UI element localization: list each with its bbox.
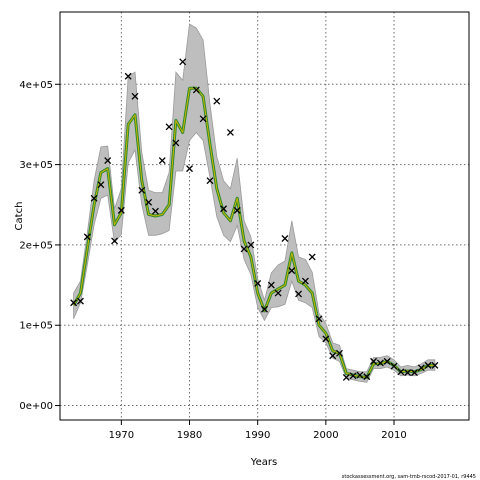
confidence-band-area [73,23,436,383]
observed-point-2002 [336,349,343,357]
observed-point-1966 [90,194,98,202]
estimate-line-group [72,86,435,379]
estimate-line-highlight [73,87,435,378]
observed-point-1973 [138,186,146,194]
x-tick-label-1970: 1970 [109,430,134,441]
observed-point-2012 [404,369,412,377]
observed-point-2009 [383,357,391,365]
y-tick-label-100000: 1e+05 [19,321,53,332]
x-tick-label-1990: 1990 [245,430,270,441]
observed-point-1968 [104,157,112,165]
confidence-band [73,23,436,383]
observed-point-1963 [70,299,78,307]
y-axis-title: Catch [14,202,25,231]
observed-point-1982 [199,115,207,123]
observed-point-1974 [145,198,153,206]
observed-point-2001 [329,352,337,360]
plot-frame [59,11,470,421]
observed-point-1988 [240,245,248,253]
observed-point-1969 [111,237,118,245]
observed-point-1991 [261,305,268,313]
observed-point-1975 [151,207,159,215]
observed-point-2000 [322,335,330,343]
observed-point-1985 [220,205,228,213]
observed-point-1999 [315,315,323,323]
observed-point-1998 [308,253,316,261]
observed-point-1981 [192,86,200,94]
x-axis: 1970 1980 1990 2000 2010 [109,420,407,441]
observed-point-2010 [390,362,398,370]
observed-point-1965 [83,233,91,241]
x-tick-label-2010: 2010 [381,430,406,441]
observed-point-1983 [206,177,214,185]
observed-point-2007 [370,357,378,365]
observed-point-1976 [158,157,166,165]
observed-point-1997 [301,277,309,285]
observed-point-1967 [97,181,105,189]
y-tick-label-200000: 2e+05 [19,240,53,251]
observed-point-1964 [76,297,84,305]
observed-point-2015 [424,361,432,369]
y-tick-label-400000: 4e+05 [19,80,53,91]
observed-point-2016 [431,361,439,369]
observed-point-2004 [349,372,357,380]
y-axis: 0e+00 1e+05 2e+05 3e+05 4e+05 [19,80,60,412]
observed-point-1994 [281,235,289,242]
observed-point-2008 [376,359,384,367]
observed-point-1979 [179,58,187,66]
x-axis-title: Years [250,457,277,468]
observed-point-1984 [213,97,221,105]
observed-point-1990 [254,280,262,287]
observed-catch-points [70,58,439,381]
observed-point-2014 [417,364,425,372]
observed-point-1996 [295,290,303,298]
observed-point-1989 [247,241,255,249]
observed-point-1972 [131,92,139,100]
y-tick-label-0: 0e+00 [19,401,53,412]
observed-point-1995 [288,267,296,275]
footnote: stockassessment.org, sam-tmb-rscod-2017-… [342,474,476,480]
observed-point-2005 [356,371,364,379]
observed-point-2003 [342,373,350,381]
observed-point-1993 [274,289,282,297]
observed-point-2011 [397,368,405,376]
observed-point-1986 [226,129,234,136]
observed-point-2013 [411,369,418,377]
x-tick-label-2000: 2000 [313,430,338,441]
observed-point-1970 [117,206,125,214]
observed-point-1987 [233,206,241,214]
y-tick-label-300000: 3e+05 [19,160,53,171]
observed-point-1980 [186,165,193,173]
observed-point-1971 [124,72,132,80]
observed-point-1978 [172,139,180,147]
observed-point-1977 [165,123,173,131]
observed-point-2006 [363,373,371,381]
observed-point-1992 [267,281,275,289]
x-tick-label-1980: 1980 [177,430,202,441]
